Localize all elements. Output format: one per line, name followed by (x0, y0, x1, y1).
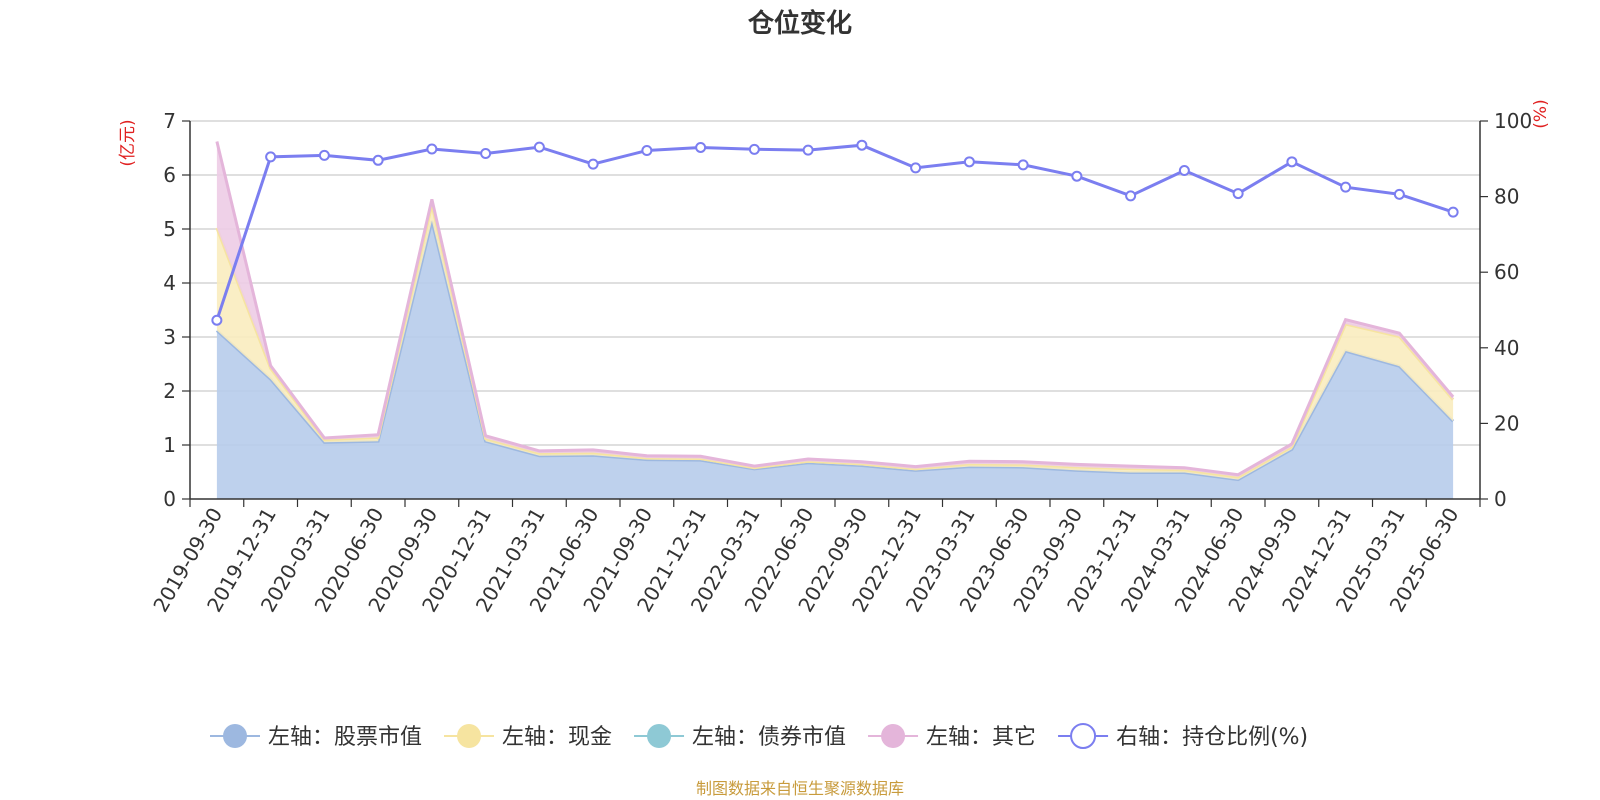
ratio-point (533, 141, 545, 153)
ratio-point (265, 151, 277, 163)
legend-marker (881, 724, 906, 748)
ratio-point (587, 158, 599, 170)
left-axis-tick-label: 0 (163, 487, 176, 511)
legend-marker (647, 724, 672, 748)
left-axis-tick-label: 2 (163, 379, 176, 403)
right-axis-unit: (%) (1531, 99, 1551, 128)
legend-label: 左轴：现金 (502, 725, 612, 750)
ratio-point (1340, 181, 1352, 193)
left-axis-tick-label: 6 (163, 163, 176, 187)
grid-lines (190, 120, 1480, 446)
ratio-point (802, 144, 814, 156)
line-series (211, 139, 1459, 326)
left-axis-tick-label: 3 (163, 325, 176, 349)
ratio-point (963, 156, 975, 168)
ratio-point (856, 139, 868, 151)
ratio-point (1071, 170, 1083, 182)
left-axis-tick-label: 7 (163, 109, 176, 133)
ratio-point (318, 149, 330, 161)
legend-label: 右轴：持仓比例(%) (1116, 725, 1308, 750)
ratio-point (372, 154, 384, 166)
ratio-line (215, 143, 1454, 321)
ratio-point (1232, 188, 1244, 200)
right-axis-tick-label: 20 (1494, 411, 1519, 435)
right-axis-tick-label: 60 (1494, 260, 1519, 284)
ratio-point (1017, 159, 1029, 171)
right-axis-tick-label: 40 (1494, 336, 1519, 360)
legend[interactable]: 左轴：股票市值 左轴：现金 左轴：债券市值 左轴：其它 右轴：持仓比例(%) (210, 723, 1308, 750)
ratio-point (695, 141, 707, 153)
right-axis-tick-label: 80 (1494, 185, 1519, 209)
area-左轴：股票市值 (216, 220, 1454, 499)
legend-label: 左轴：股票市值 (268, 725, 422, 750)
legend-label: 左轴：债券市值 (692, 725, 846, 750)
ratio-point (211, 314, 223, 326)
ratio-point (1125, 190, 1137, 202)
legend-marker (223, 724, 247, 748)
ratio-point (1447, 206, 1459, 218)
ratio-point (910, 162, 922, 174)
left-axis-unit: (亿元) (118, 119, 138, 166)
left-axis-tick-label: 4 (163, 271, 176, 295)
ratio-point (1393, 188, 1405, 200)
legend-marker (457, 724, 482, 748)
chart-title: 仓位变化 (747, 8, 852, 39)
ratio-point (1286, 156, 1298, 168)
right-axis-tick-label: 100 (1494, 109, 1532, 133)
source-note: 制图数据来自恒生聚源数据库 (696, 779, 904, 798)
area-series (215, 141, 1455, 499)
ratio-point (748, 143, 760, 155)
ratio-point (641, 144, 653, 156)
right-axis-tick-label: 0 (1494, 487, 1507, 511)
area-edge-左轴：其它 (215, 141, 1455, 477)
legend-label: 左轴：其它 (926, 725, 1036, 750)
ratio-point (426, 143, 438, 155)
ratio-point (1178, 165, 1190, 177)
ratio-point (480, 148, 492, 160)
left-axis-tick-label: 5 (163, 217, 176, 241)
legend-marker (1070, 723, 1097, 749)
axes: 012345670204060801002019-09-302019-12-31… (148, 109, 1532, 616)
left-axis-tick-label: 1 (163, 433, 176, 457)
